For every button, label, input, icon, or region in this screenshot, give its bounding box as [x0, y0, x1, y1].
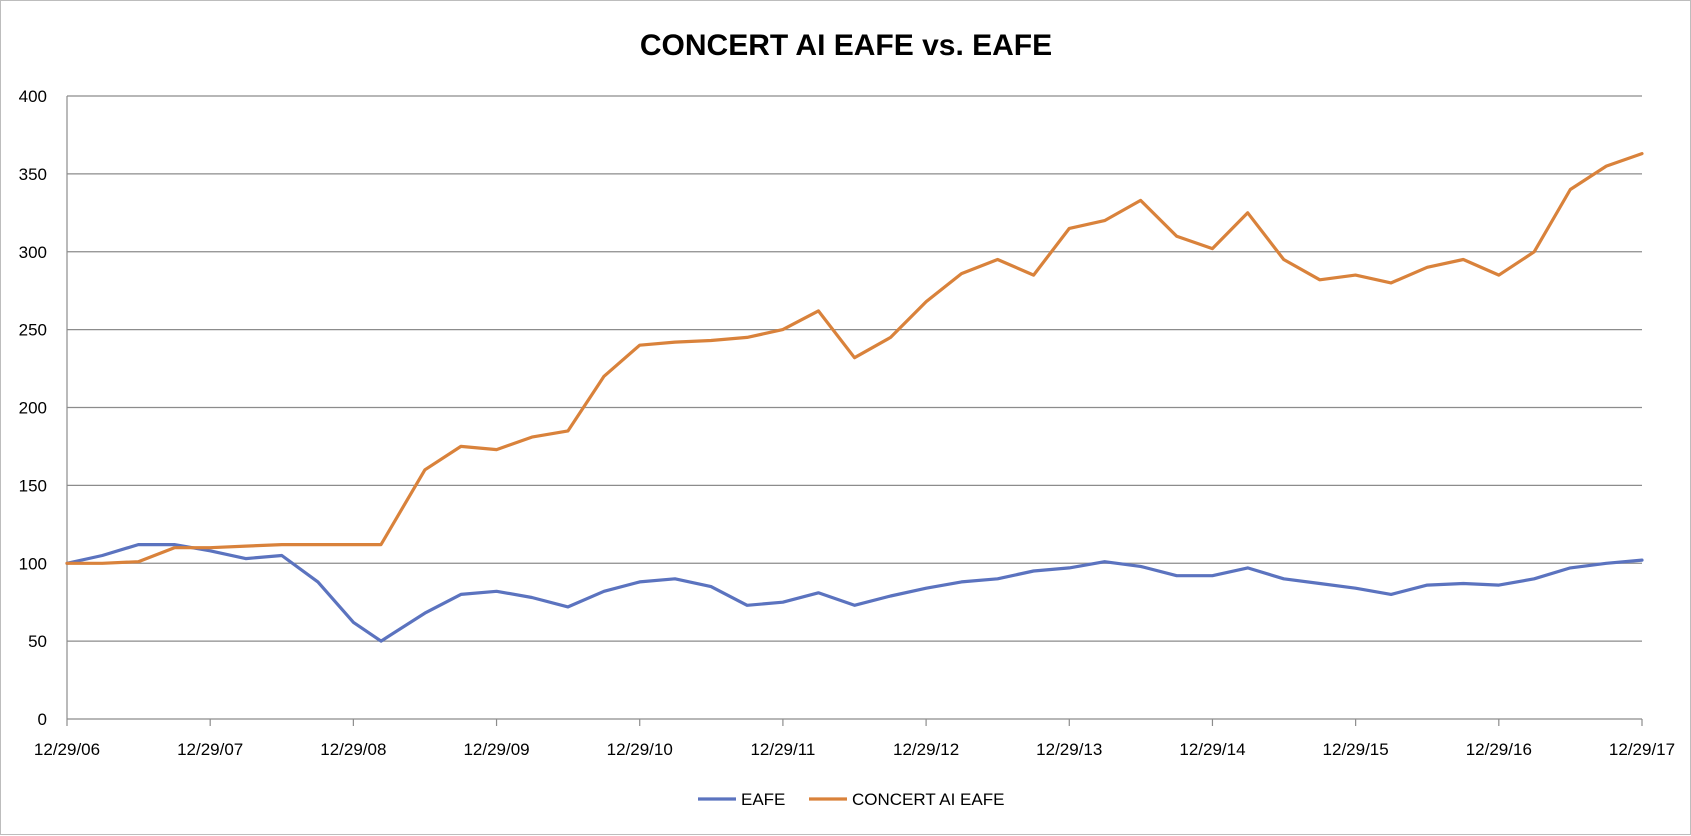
x-tick-label: 12/29/17 — [1609, 740, 1675, 759]
y-tick-label: 300 — [19, 243, 47, 262]
x-tick-label: 12/29/08 — [320, 740, 386, 759]
y-tick-label: 100 — [19, 554, 47, 573]
y-tick-label: 250 — [19, 321, 47, 340]
legend-label: EAFE — [741, 790, 785, 809]
y-tick-label: 150 — [19, 476, 47, 495]
legend-label: CONCERT AI EAFE — [852, 790, 1004, 809]
x-tick-label: 12/29/15 — [1323, 740, 1389, 759]
x-tick-label: 12/29/09 — [463, 740, 529, 759]
y-tick-label: 350 — [19, 165, 47, 184]
y-tick-label: 200 — [19, 399, 47, 418]
gridlines — [66, 95, 1642, 720]
x-axis-ticks: 12/29/06 12/29/07 12/29/08 12/29/09 12/29/10… — [34, 719, 1675, 759]
chart-title: CONCERT AI EAFE vs. EAFE — [640, 29, 1052, 62]
x-tick-label: 12/29/16 — [1466, 740, 1532, 759]
y-axis-ticks: 0 50 100 150 200 250 300 350 400 — [19, 87, 47, 729]
y-tick-label: 0 — [38, 710, 47, 729]
x-tick-label: 12/29/13 — [1036, 740, 1102, 759]
x-tick-label: 12/29/10 — [607, 740, 673, 759]
x-tick-label: 12/29/06 — [34, 740, 100, 759]
x-tick-label: 12/29/07 — [177, 740, 243, 759]
y-tick-label: 50 — [28, 632, 47, 651]
x-tick-label: 12/29/11 — [750, 740, 815, 759]
series-line-concert-ai-eafe — [65, 152, 1644, 565]
legend: EAFE CONCERT AI EAFE — [698, 790, 1004, 809]
x-tick-label: 12/29/14 — [1179, 740, 1245, 759]
series-lines — [65, 152, 1644, 643]
x-tick-label: 12/29/12 — [893, 740, 959, 759]
y-tick-label: 400 — [19, 87, 47, 106]
series-line-eafe — [65, 542, 1644, 643]
